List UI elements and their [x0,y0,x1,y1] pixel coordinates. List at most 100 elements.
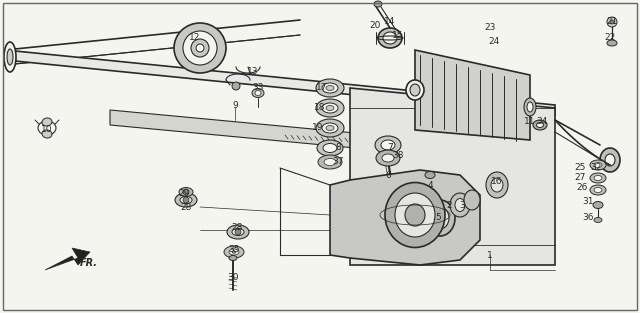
Text: 26: 26 [576,183,588,192]
Text: 11: 11 [524,117,536,126]
Ellipse shape [436,213,444,223]
Ellipse shape [379,139,387,145]
Ellipse shape [316,99,344,117]
Text: 20: 20 [369,20,381,29]
Text: 34: 34 [536,117,548,126]
Text: 32: 32 [590,163,602,172]
Text: 2: 2 [446,201,452,209]
Text: 8: 8 [335,143,341,152]
Ellipse shape [524,98,536,116]
Circle shape [610,20,614,24]
Ellipse shape [590,160,606,170]
Ellipse shape [405,204,425,226]
Text: 21: 21 [606,18,618,27]
Circle shape [235,229,241,235]
Ellipse shape [594,162,602,167]
Ellipse shape [527,102,533,112]
Text: 3: 3 [459,201,465,209]
Ellipse shape [594,187,602,192]
Ellipse shape [410,84,420,96]
Ellipse shape [316,79,344,97]
Text: 24: 24 [488,38,500,47]
Ellipse shape [464,190,480,210]
Ellipse shape [381,140,395,150]
Ellipse shape [196,44,204,52]
Ellipse shape [229,255,237,260]
Ellipse shape [38,121,56,135]
Text: 15: 15 [392,30,404,39]
Text: 18: 18 [314,104,326,112]
Polygon shape [45,248,90,270]
Ellipse shape [324,158,336,166]
Text: 30: 30 [227,274,239,283]
Polygon shape [110,110,430,155]
Ellipse shape [378,28,402,48]
Text: 35: 35 [228,245,240,254]
Ellipse shape [179,187,193,197]
Polygon shape [415,50,530,140]
Ellipse shape [224,246,244,258]
Ellipse shape [431,207,449,229]
Ellipse shape [255,90,261,95]
Ellipse shape [385,182,445,248]
Text: 23: 23 [484,23,496,33]
Ellipse shape [316,119,344,137]
Ellipse shape [175,193,197,207]
Text: 37: 37 [332,157,344,167]
Text: 14: 14 [384,18,396,27]
Polygon shape [350,88,555,265]
Ellipse shape [326,105,334,110]
Ellipse shape [174,23,226,73]
Text: 28: 28 [231,223,243,233]
Text: FR.: FR. [80,258,98,268]
Ellipse shape [600,148,620,172]
Text: 1: 1 [487,250,493,259]
Ellipse shape [42,130,52,138]
Ellipse shape [607,40,617,46]
Ellipse shape [374,1,382,7]
Circle shape [183,189,189,195]
Ellipse shape [317,140,343,156]
Ellipse shape [533,120,547,130]
Text: 5: 5 [435,213,441,223]
Ellipse shape [376,150,400,166]
Ellipse shape [593,202,603,208]
Ellipse shape [450,193,470,217]
Ellipse shape [375,136,401,154]
Ellipse shape [42,118,52,126]
Ellipse shape [191,39,209,57]
Text: 4: 4 [427,181,433,189]
Ellipse shape [590,185,606,195]
Ellipse shape [323,143,337,152]
Ellipse shape [425,172,435,178]
Ellipse shape [252,89,264,98]
Ellipse shape [227,225,249,239]
Polygon shape [330,170,480,265]
Ellipse shape [406,80,424,100]
Text: 16: 16 [492,177,503,187]
Ellipse shape [183,31,217,65]
Ellipse shape [322,103,338,113]
Text: 31: 31 [582,198,594,207]
Ellipse shape [486,172,508,198]
Ellipse shape [322,83,338,93]
Ellipse shape [326,126,334,131]
Ellipse shape [322,123,338,133]
Text: 10: 10 [41,126,52,135]
Ellipse shape [425,200,455,236]
Polygon shape [5,50,555,115]
Text: 36: 36 [582,213,594,223]
Text: 38: 38 [392,151,404,160]
Text: 7: 7 [387,142,393,151]
Ellipse shape [326,85,334,90]
Ellipse shape [536,122,543,127]
Text: 12: 12 [189,33,201,43]
Ellipse shape [180,197,192,203]
Text: 6: 6 [385,171,391,179]
Ellipse shape [382,154,394,162]
Circle shape [232,82,240,90]
Circle shape [183,197,189,203]
Ellipse shape [318,155,342,169]
Text: 28: 28 [180,203,192,212]
Ellipse shape [395,193,435,237]
